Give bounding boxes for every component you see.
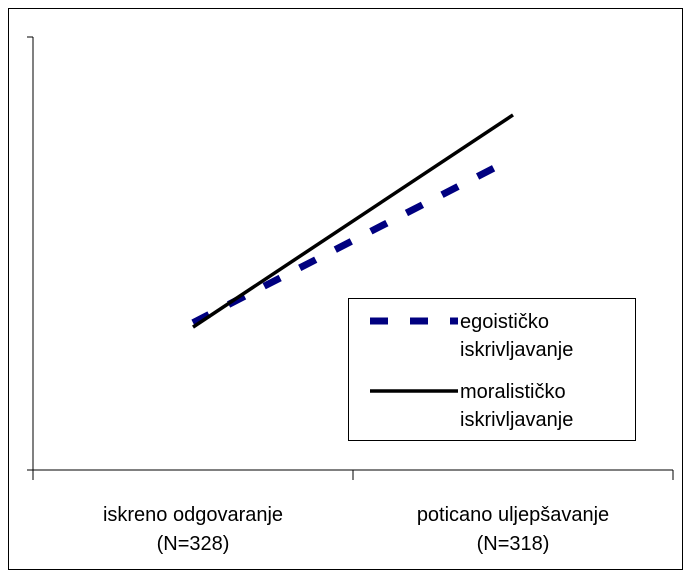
legend-label: moralističko iskrivljavanje: [460, 381, 573, 431]
series-line: [192, 113, 514, 329]
legend-label: egoističko iskrivljavanje: [460, 311, 573, 361]
legend-box: [348, 298, 636, 441]
x-tick-label: iskreno odgovaranje (N=328): [103, 504, 283, 555]
chart-frame: [8, 8, 683, 570]
x-tick-label: poticano uljepšavanje (N=318): [417, 504, 609, 555]
